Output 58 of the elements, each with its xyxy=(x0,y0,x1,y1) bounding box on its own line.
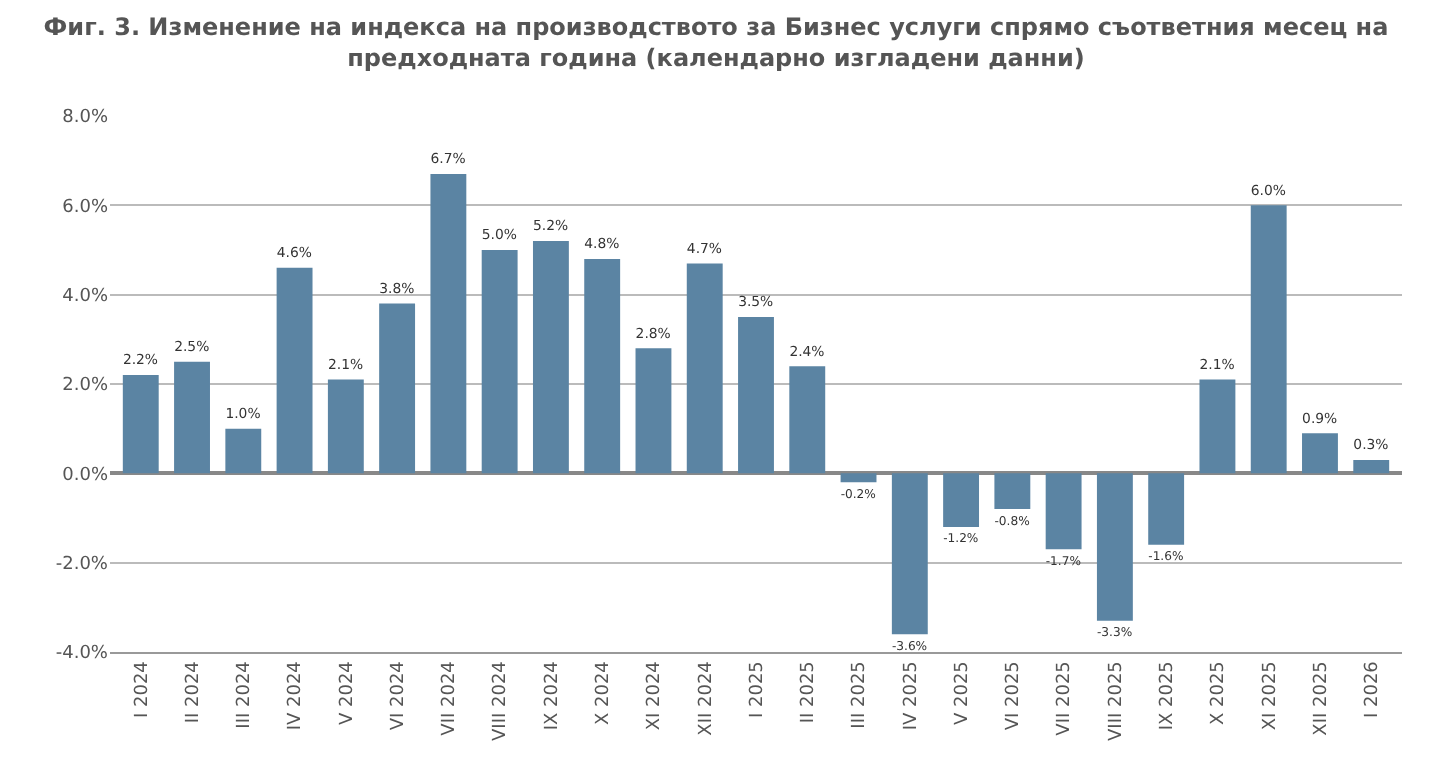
bar xyxy=(891,473,928,635)
bar xyxy=(1250,205,1287,474)
y-tick-label: -2.0% xyxy=(55,554,109,575)
y-tick-label: 4.0% xyxy=(62,286,109,307)
bar xyxy=(994,473,1031,510)
bar xyxy=(1096,473,1133,621)
bar xyxy=(379,303,416,474)
x-tick-label: XI 2024 xyxy=(645,660,666,731)
bar xyxy=(1045,473,1082,550)
x-tick-label: IV 2024 xyxy=(286,660,307,731)
x-tick-label: II 2025 xyxy=(799,661,820,724)
bar xyxy=(1199,379,1236,474)
y-tick-label: -4.0% xyxy=(55,644,109,665)
bar xyxy=(584,258,621,474)
x-tick-label: VII 2025 xyxy=(1055,661,1076,736)
x-tick-label: XII 2024 xyxy=(696,660,717,736)
y-tick-label: 0.0% xyxy=(62,465,109,486)
x-tick-label: VIII 2025 xyxy=(1106,661,1127,741)
bar xyxy=(532,241,569,474)
x-tick-label: X 2024 xyxy=(594,660,615,726)
x-tick-label: IX 2024 xyxy=(542,660,563,731)
bar xyxy=(943,473,980,527)
bar xyxy=(840,473,877,483)
x-tick-label: VIII 2024 xyxy=(491,660,512,741)
bar xyxy=(481,250,518,474)
y-tick-label: 2.0% xyxy=(62,376,109,397)
x-tick-label: XII 2025 xyxy=(1311,661,1332,736)
chart-title: Фиг. 3. Изменение на индекса на производството за Бизнес услуги спрямо съответния месец на предходната година (календарно изгладени данни) xyxy=(43,12,1389,73)
x-tick-label: V 2024 xyxy=(337,660,358,726)
y-tick-label: 6.0% xyxy=(62,197,109,218)
x-tick-label: VI 2025 xyxy=(1004,661,1025,731)
bar xyxy=(430,174,467,474)
x-tick-label: VI 2024 xyxy=(388,660,409,731)
x-tick-label: III 2024 xyxy=(235,660,256,729)
bar xyxy=(225,428,262,474)
bar xyxy=(1302,433,1338,474)
bar xyxy=(1148,473,1185,545)
bar xyxy=(789,366,826,474)
bar xyxy=(635,348,672,474)
x-tick-label: IV 2025 xyxy=(901,661,922,731)
x-tick-label: VII 2024 xyxy=(440,660,461,736)
bar xyxy=(122,375,159,474)
x-tick-label: I 2024 xyxy=(132,660,153,719)
x-tick-label: III 2025 xyxy=(850,661,871,729)
bar xyxy=(276,267,313,474)
x-tick-label: IX 2025 xyxy=(1158,661,1179,731)
x-tick-label: I 2025 xyxy=(747,661,768,719)
x-tick-label: II 2024 xyxy=(183,660,204,724)
x-tick-label: I 2026 xyxy=(1363,660,1384,719)
x-tick-label: X 2025 xyxy=(1209,661,1230,726)
bar xyxy=(738,317,774,474)
x-tick-label: XI 2025 xyxy=(1260,661,1281,731)
bar xyxy=(1353,459,1390,474)
bar xyxy=(174,361,210,474)
x-tick-label: V 2025 xyxy=(952,661,973,726)
y-tick-label: 8.0% xyxy=(62,108,109,129)
bar xyxy=(327,379,364,474)
bar xyxy=(686,263,723,474)
